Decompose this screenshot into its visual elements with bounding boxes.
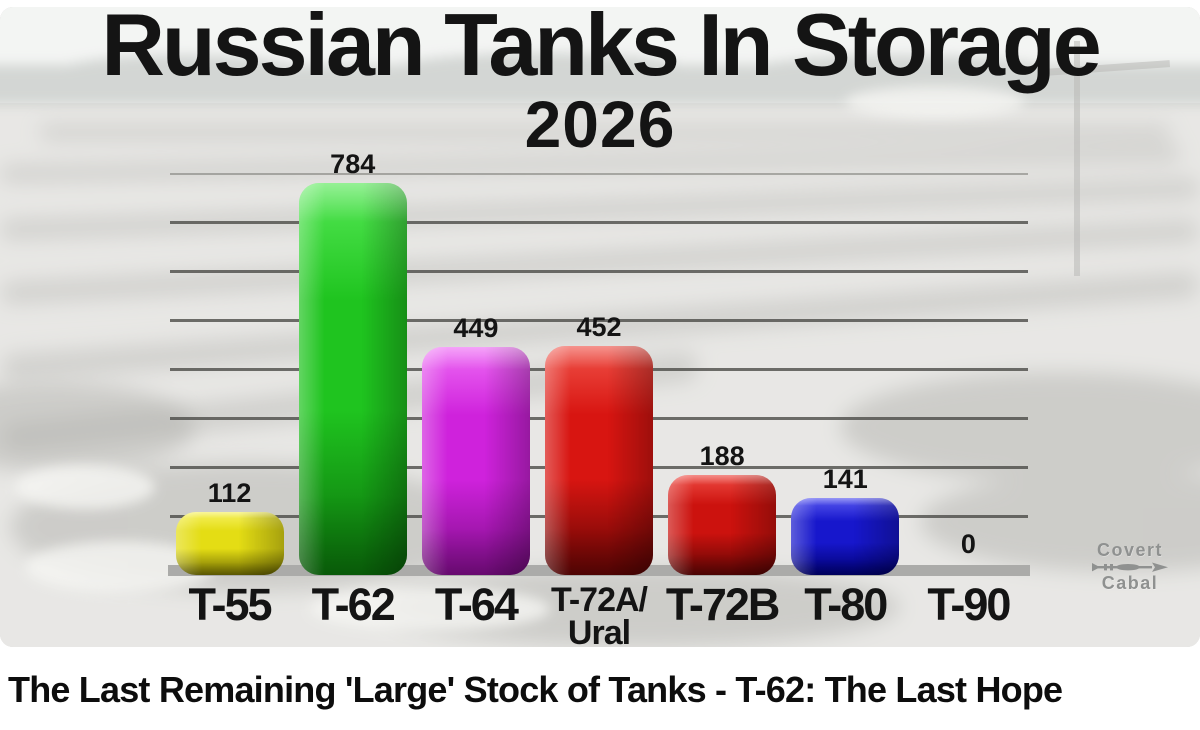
category-label-t-80: T-80 (804, 579, 888, 630)
watermark-line2: Cabal (1101, 573, 1159, 593)
category-label-t-72b: T-72B (665, 579, 781, 630)
bar-t-55 (175, 512, 284, 575)
gridline-700 (170, 221, 1028, 224)
video-thumbnail[interactable]: Russian Tanks In Storage 2026 112 T-55 784… (0, 7, 1200, 647)
missile-icon (1092, 562, 1168, 572)
gridline-600 (170, 270, 1028, 273)
value-label-t-72a-ural: 452 (576, 311, 622, 342)
value-label-t-55: 112 (207, 478, 252, 509)
value-label-t-90: 0 (960, 529, 976, 559)
chart-title: Russian Tanks In Storage (101, 7, 1101, 94)
covert-cabal-watermark: Covert Cabal (1086, 541, 1174, 592)
category-label-t-62: T-62 (311, 579, 396, 630)
chart-subtitle-year: 2026 (524, 87, 676, 161)
bar-t-80 (791, 497, 900, 576)
category-label-t-90: T-90 (927, 579, 1011, 630)
bar-t-64 (421, 347, 530, 575)
watermark-line1: Covert (1096, 540, 1163, 560)
bar-t-72b (668, 474, 777, 576)
category-label-t-72a-ural: T-72A/Ural (550, 581, 648, 647)
value-label-t-80: 141 (822, 463, 868, 494)
value-label-t-62: 784 (330, 148, 376, 179)
value-label-t-64: 449 (453, 313, 499, 343)
video-title[interactable]: The Last Remaining 'Large' Stock of Tank… (8, 669, 1063, 710)
value-label-t-72b: 188 (699, 440, 745, 471)
category-label-t-64: T-64 (434, 579, 519, 630)
gridline-500 (170, 319, 1028, 322)
category-label-t-55: T-55 (188, 579, 273, 630)
bar-t-72a-ural (544, 345, 653, 576)
tank-storage-chart: Russian Tanks In Storage 2026 112 T-55 784… (0, 7, 1200, 647)
gridline-800 (170, 172, 1028, 175)
bar-t-62 (298, 182, 407, 576)
